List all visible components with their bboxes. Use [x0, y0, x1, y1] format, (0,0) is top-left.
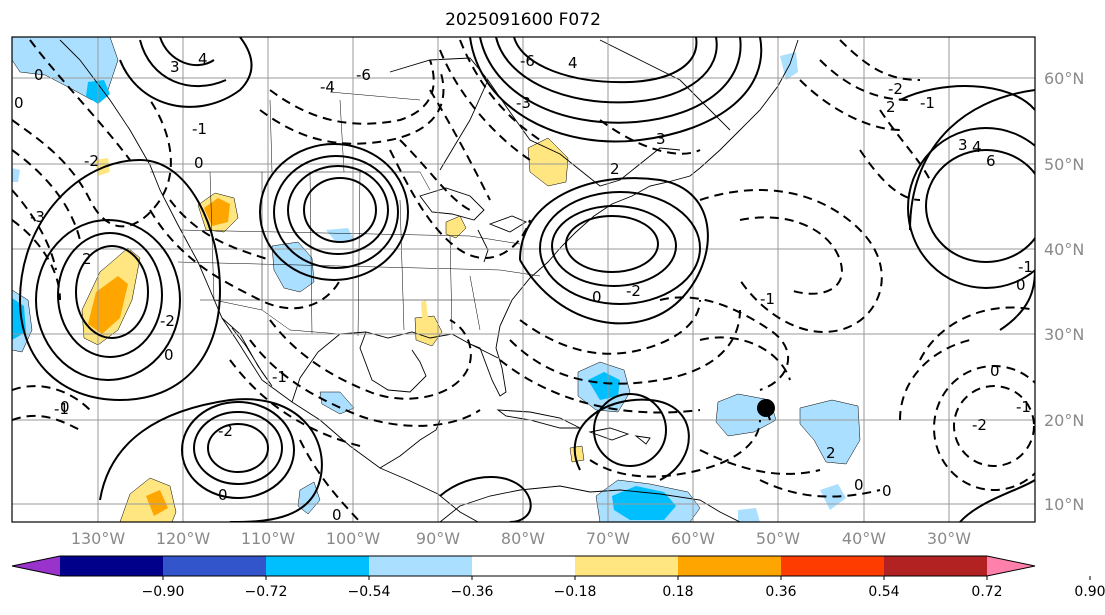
colorbar-swatch	[678, 556, 782, 576]
colorbar-labels: −0.90 −0.72 −0.54 −0.36 −0.18 0.18 0.36 0.54 0.7…	[142, 576, 1105, 600]
contour-label: 0	[34, 66, 44, 84]
contour-label: -2	[218, 422, 233, 440]
contour-label: -4	[320, 78, 335, 96]
colorbar-outline	[11, 555, 1036, 577]
contour-label: 0	[882, 482, 892, 500]
contour-label: 2	[610, 160, 620, 178]
colorbar-swatch	[369, 556, 473, 576]
colorbar-tick-label: 0.90	[1074, 584, 1105, 600]
colorbar-swatch	[472, 556, 576, 576]
contour-label: -2	[888, 80, 903, 98]
colorbar-tick-label: −0.72	[245, 584, 288, 600]
contour-label: 0	[854, 476, 864, 494]
contour-label: 0	[990, 362, 1000, 380]
contour-label: 0	[1016, 276, 1026, 294]
contour-label: 0	[332, 506, 342, 524]
contour-label: -3	[30, 208, 45, 226]
contour-label: 4	[568, 54, 578, 72]
colorbar-swatch	[60, 556, 164, 576]
colorbar-tick-label: −0.90	[142, 584, 185, 600]
map-frame	[11, 36, 1036, 523]
contour-label: 4	[198, 50, 208, 68]
lon-label: 100°W	[326, 529, 381, 548]
lat-label: 50°N	[1044, 155, 1084, 174]
coastlines	[59, 39, 799, 522]
contour-label: 0	[164, 346, 174, 364]
contour-label: 0	[14, 94, 24, 112]
contour-label: 2	[886, 98, 896, 116]
colorbar-swatch	[781, 556, 885, 576]
political-borders	[150, 91, 541, 337]
colorbar	[11, 555, 1036, 577]
lon-label: 70°W	[586, 529, 630, 548]
contour-label: 3	[656, 130, 666, 148]
gridlines	[12, 37, 1035, 522]
colorbar-tick-label: 0.36	[765, 584, 796, 600]
contour-label: 0	[592, 288, 602, 306]
colorbar-swatch	[575, 556, 679, 576]
contour-label: 3	[170, 58, 180, 76]
lon-label: 120°W	[156, 529, 211, 548]
contour-label: 6	[986, 152, 996, 170]
lat-label: 20°N	[1044, 411, 1084, 430]
contour-label: -6	[520, 52, 535, 70]
contour-label: 4	[972, 138, 982, 156]
lon-label: 130°W	[71, 529, 126, 548]
colorbar-extend-max	[987, 556, 1035, 576]
lon-label: 110°W	[241, 529, 296, 548]
negative-contours	[12, 39, 1035, 522]
contour-label: -2	[160, 312, 175, 330]
lon-label: 80°W	[501, 529, 545, 548]
contour-label: -1	[1016, 398, 1031, 416]
lon-label: 90°W	[416, 529, 460, 548]
contour-label: -3	[516, 94, 531, 112]
colorbar-tick-label: 0.72	[971, 584, 1002, 600]
positive-contours	[19, 37, 1035, 522]
lon-label: 60°W	[671, 529, 715, 548]
latitude-labels: 60°N 50°N 40°N 30°N 20°N 10°N	[1044, 69, 1084, 514]
colorbar-tick-label: 0.18	[662, 584, 693, 600]
colorbar-swatch	[163, 556, 267, 576]
contour-label: -2	[84, 152, 99, 170]
contour-label: -6	[356, 66, 371, 84]
storm-marker	[757, 399, 775, 421]
lat-label: 40°N	[1044, 240, 1084, 259]
colorbar-swatch	[266, 556, 370, 576]
contour-label: -1	[272, 368, 287, 386]
longitude-labels: 130°W 120°W 110°W 100°W 90°W 80°W 70°W 6…	[71, 529, 971, 548]
map-title: 2025091600 F072	[445, 10, 601, 30]
colorbar-swatch	[884, 556, 988, 576]
contour-label: 2	[826, 444, 836, 462]
contour-label: 0	[194, 154, 204, 172]
contour-label: 2	[82, 250, 92, 268]
lon-label: 50°W	[756, 529, 800, 548]
lat-label: 60°N	[1044, 69, 1084, 88]
contour-label: -1	[1018, 258, 1033, 276]
colorbar-tick-label: −0.18	[554, 584, 597, 600]
contour-label: -1	[192, 120, 207, 138]
lon-label: 40°W	[842, 529, 886, 548]
contour-label: -1	[760, 290, 775, 308]
contour-label: 0	[60, 398, 70, 416]
contour-label: -1	[54, 400, 69, 418]
contour-label: -1	[920, 94, 935, 112]
contour-label: 0	[218, 486, 228, 504]
contour-labels: 0 0 -2 3 4 -4 -6 -1 0 -3 2 -6 4 -3 3 2 0…	[14, 50, 1033, 524]
lon-label: 30°W	[927, 529, 971, 548]
colorbar-tick-label: 0.54	[868, 584, 899, 600]
contour-label: -2	[626, 282, 641, 300]
lat-label: 30°N	[1044, 325, 1084, 344]
contour-label: 3	[958, 136, 968, 154]
colorbar-tick-label: −0.54	[348, 584, 391, 600]
colorbar-tick-label: −0.36	[451, 584, 494, 600]
contour-label: -2	[972, 416, 987, 434]
colorbar-extend-min	[12, 556, 60, 576]
lat-label: 10°N	[1044, 495, 1084, 514]
